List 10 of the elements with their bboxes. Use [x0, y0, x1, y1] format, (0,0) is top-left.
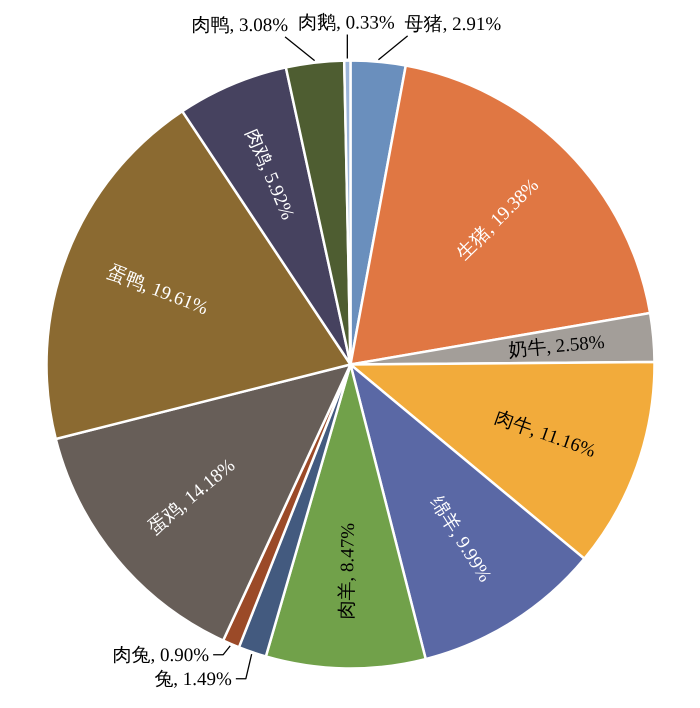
slice-label: 母猪, 2.91%: [404, 14, 502, 35]
slice-label: 肉牛, 11.16%: [492, 406, 598, 462]
slice-label: 奶牛, 2.58%: [507, 332, 606, 362]
slice-label: 肉鸡, 5.92%: [241, 126, 298, 224]
slice-label: 肉鸭, 3.08%: [191, 14, 288, 36]
slice-label: 肉鹅, 0.33%: [298, 12, 395, 34]
slice-label: 兔, 1.49%: [154, 668, 232, 690]
slice-label: 蛋鸭, 19.61%: [104, 262, 211, 320]
slice-label: 肉兔, 0.90%: [112, 644, 210, 666]
slice-label: 肉羊, 8.47%: [336, 522, 359, 620]
